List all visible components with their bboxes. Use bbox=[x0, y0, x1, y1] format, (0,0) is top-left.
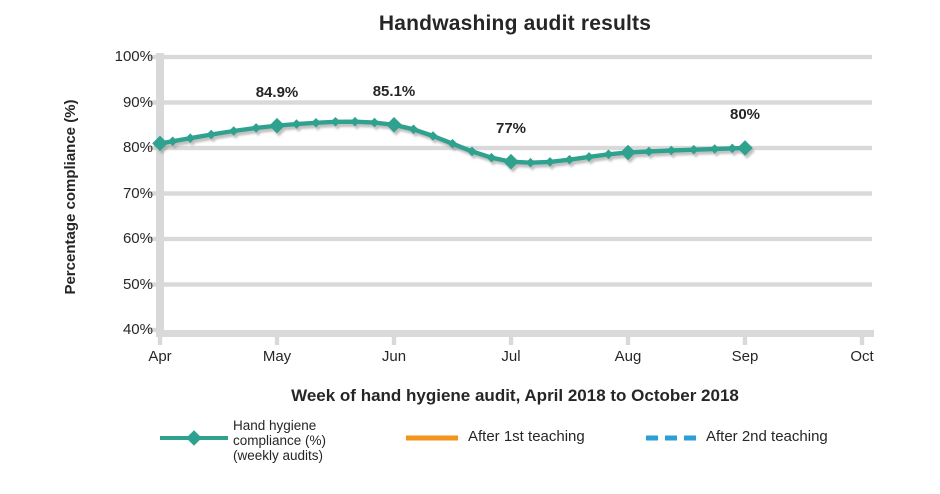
series-sub-marker bbox=[584, 152, 594, 162]
series-marker bbox=[269, 117, 285, 134]
y-tick-label: 70% bbox=[122, 184, 153, 202]
x-axis bbox=[156, 330, 874, 337]
x-tick-label: Apr bbox=[148, 348, 172, 365]
gridline bbox=[164, 282, 872, 287]
gridline bbox=[164, 236, 872, 242]
series-sub-marker bbox=[206, 129, 217, 140]
series-legend-marker-icon bbox=[160, 430, 228, 446]
y-tick-mark bbox=[148, 100, 156, 105]
series-sub-marker bbox=[369, 117, 380, 128]
legend: Hand hygiene compliance (%) (weekly audi… bbox=[0, 414, 940, 474]
series-sub-marker bbox=[167, 136, 178, 147]
y-tick-label: 90% bbox=[122, 93, 153, 111]
legend-item-series bbox=[158, 429, 230, 447]
y-tick-label: 60% bbox=[122, 230, 153, 247]
x-tick-mark bbox=[508, 337, 514, 345]
series-sub-marker bbox=[603, 149, 614, 160]
y-tick-mark bbox=[148, 236, 156, 242]
series-group bbox=[152, 116, 753, 170]
series-sub-marker bbox=[330, 116, 341, 127]
x-tick-mark bbox=[391, 337, 397, 345]
x-tick-mark bbox=[274, 337, 280, 345]
series-legend-label-line3: (weekly audits) bbox=[233, 448, 324, 463]
y-tick-mark bbox=[148, 191, 156, 196]
y-tick-mark bbox=[148, 54, 156, 60]
y-axis bbox=[156, 53, 164, 337]
x-tick-label: Jul bbox=[501, 348, 521, 365]
x-tick-label: Sep bbox=[731, 348, 759, 365]
chart-title: Handwashing audit results bbox=[378, 12, 652, 35]
y-tick-mark bbox=[148, 282, 156, 287]
series-sub-marker bbox=[709, 144, 720, 154]
x-tick-mark bbox=[742, 337, 748, 345]
y-tick-mark bbox=[148, 327, 156, 333]
y-tick-label: 100% bbox=[114, 48, 153, 65]
series-marker bbox=[503, 153, 519, 170]
series-sub-marker bbox=[185, 133, 196, 144]
event2-legend-label: After 2nd teaching bbox=[706, 428, 828, 445]
y-tick-label: 50% bbox=[122, 275, 153, 293]
series-legend-label: Hand hygiene compliance (%) (weekly audi… bbox=[233, 418, 326, 463]
series-sub-marker bbox=[525, 157, 536, 168]
series-marker bbox=[737, 140, 753, 156]
series-marker bbox=[152, 135, 168, 152]
series-sub-marker bbox=[291, 119, 302, 129]
x-tick-label: Jun bbox=[381, 348, 407, 365]
x-tick-label: Oct bbox=[850, 348, 874, 365]
y-tick-mark bbox=[148, 145, 156, 151]
series-legend-label-line2: compliance (%) bbox=[233, 433, 327, 448]
data-point-label: 84.9% bbox=[255, 83, 299, 101]
y-axis-title: Percentage compliance (%) bbox=[62, 99, 79, 295]
legend-item-event1 bbox=[404, 429, 460, 447]
y-tick-label: 40% bbox=[122, 321, 153, 338]
x-tick-mark bbox=[859, 337, 865, 345]
y-tick-label: 80% bbox=[122, 139, 153, 156]
series-legend-label-line1: Hand hygiene bbox=[233, 418, 317, 433]
gridline bbox=[164, 100, 872, 105]
series-sub-marker bbox=[545, 157, 555, 167]
series-marker bbox=[386, 117, 402, 133]
gridline bbox=[164, 54, 872, 60]
data-point-label: 77% bbox=[495, 119, 527, 137]
x-tick-label: May bbox=[262, 348, 292, 365]
series-sub-marker bbox=[311, 117, 321, 128]
data-point-label: 80% bbox=[729, 106, 761, 123]
series-sub-marker bbox=[251, 123, 261, 133]
gridline bbox=[164, 145, 872, 151]
data-point-label: 85.1% bbox=[372, 82, 416, 100]
series-sub-marker bbox=[727, 143, 738, 154]
event1-legend-label: After 1st teaching bbox=[468, 428, 585, 445]
event1-legend-line-icon bbox=[406, 435, 458, 441]
x-axis-title: Week of hand hygiene audit, April 2018 t… bbox=[291, 386, 739, 405]
series-sub-marker bbox=[564, 154, 575, 165]
x-tick-mark bbox=[157, 337, 163, 345]
gridline bbox=[164, 191, 872, 196]
series-sub-marker bbox=[228, 126, 239, 136]
x-tick-label: Aug bbox=[614, 348, 642, 365]
event2-legend-line-icon bbox=[646, 435, 698, 441]
x-tick-mark bbox=[625, 337, 631, 345]
series-sub-marker bbox=[350, 116, 360, 127]
legend-item-event2 bbox=[644, 429, 700, 447]
